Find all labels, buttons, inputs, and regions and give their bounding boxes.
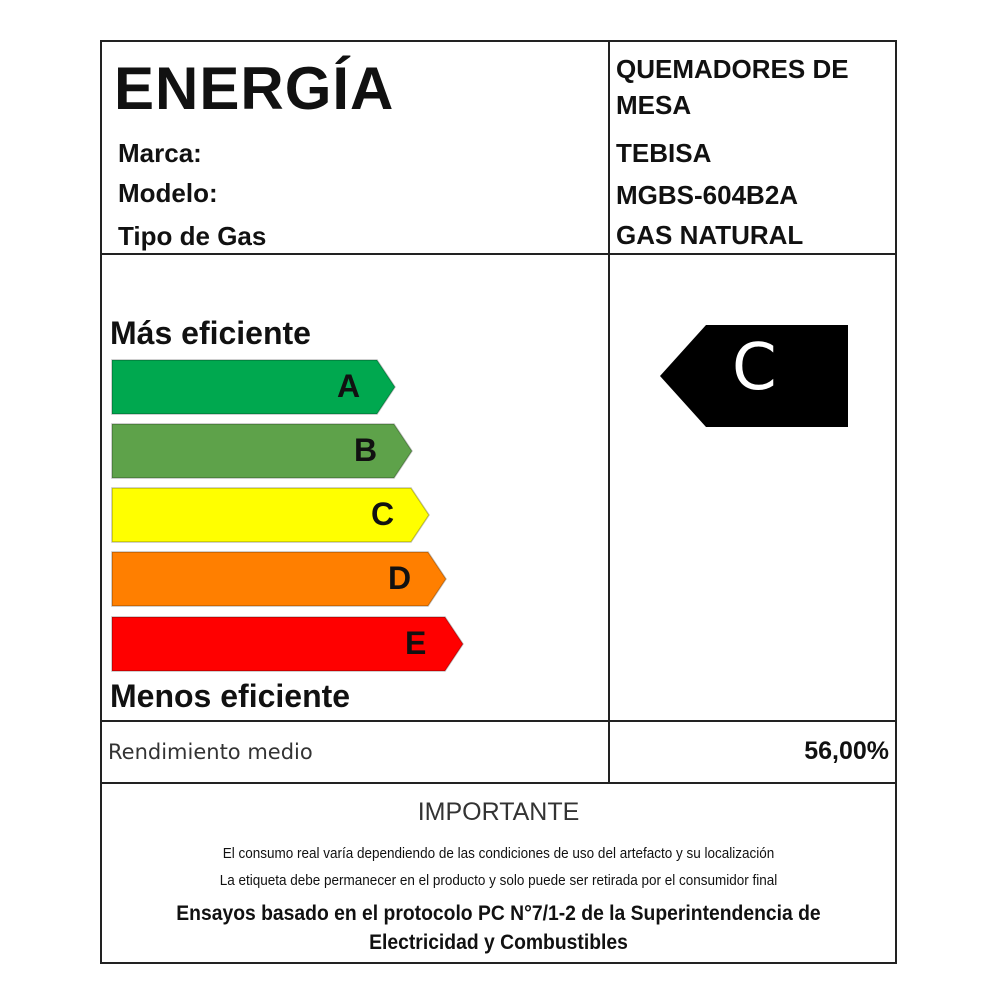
gas-type-value: GAS NATURAL <box>616 220 804 250</box>
divider <box>608 42 610 782</box>
notice-line-4: Electricidad y Combustibles <box>369 931 628 954</box>
model-value: MGBS-604B2A <box>616 180 799 210</box>
bar-shape <box>111 616 464 672</box>
product-type-line2: MESA <box>616 90 692 120</box>
bar-letter: C <box>371 496 395 532</box>
model-label: Modelo: <box>118 178 218 208</box>
bar-shape <box>111 551 447 607</box>
product-type-line1: QUEMADORES DE <box>616 54 849 84</box>
rating-letter: C <box>732 331 777 405</box>
divider <box>102 720 895 722</box>
notice-line-1: El consumo real varía dependiendo de las… <box>222 845 775 862</box>
energy-label: ENERGÍA Marca: Modelo: Tipo de Gas QUEMA… <box>100 40 897 964</box>
bar-letter: E <box>405 625 427 661</box>
bar-letter: A <box>337 368 361 404</box>
notice-line-2: La etiqueta debe permanecer en el produc… <box>219 872 778 889</box>
performance-label: Rendimiento medio <box>108 740 313 764</box>
bar-shape <box>111 423 413 479</box>
bar-shape <box>111 487 430 543</box>
most-efficient-label: Más eficiente <box>110 315 311 351</box>
notice-line-3: Ensayos basado en el protocolo PC N°7/1-… <box>176 902 821 925</box>
divider <box>102 782 895 784</box>
divider <box>102 253 895 255</box>
bar-letter: B <box>354 432 378 468</box>
least-efficient-label: Menos eficiente <box>110 678 351 714</box>
rating-arrow-shape <box>660 325 848 427</box>
notice-heading: IMPORTANTE <box>417 798 580 826</box>
brand-value: TEBISA <box>616 138 712 168</box>
bar-letter: D <box>388 560 412 596</box>
performance-value: 56,00% <box>804 737 889 765</box>
rating-arrow: C <box>660 325 848 427</box>
label-title: ENERGÍA <box>114 55 395 122</box>
gas-type-label: Tipo de Gas <box>118 221 267 251</box>
bar-shape <box>111 359 396 415</box>
brand-label: Marca: <box>118 138 202 168</box>
